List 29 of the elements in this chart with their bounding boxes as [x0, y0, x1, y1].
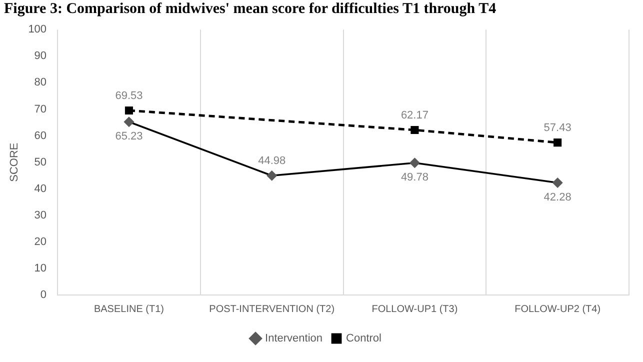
chart-title: Figure 3: Comparison of midwives' mean score for difficulties T1 through T4 [3, 0, 498, 19]
data-label: 49.78 [400, 171, 428, 184]
y-tick-label: 100 [28, 24, 47, 36]
y-tick-label: 30 [34, 209, 47, 222]
y-tick-label: 80 [34, 76, 47, 89]
data-label: 57.43 [544, 122, 572, 134]
y-tick-label: 40 [34, 182, 47, 195]
point [124, 106, 134, 114]
data-label: 44.98 [258, 155, 286, 168]
data-label: 42.28 [544, 191, 572, 204]
y-tick-label: 90 [34, 50, 47, 62]
data-label: 69.53 [115, 90, 143, 102]
y-tick-label: 10 [34, 262, 47, 274]
y-tick-label: 20 [34, 236, 47, 248]
point [410, 126, 419, 134]
legend-label: Control [346, 332, 382, 345]
legend-label: Intervention [265, 332, 323, 345]
x-tick-label: BASELINE (T1) [94, 304, 164, 315]
data-label: 62.17 [400, 110, 428, 122]
x-tick-label: FOLLOW-UP1 (T3) [372, 304, 458, 315]
y-tick-label: 50 [34, 156, 47, 168]
y-tick-label: 60 [34, 130, 47, 142]
y-tick-label: 70 [34, 103, 47, 116]
y-tick-label: 0 [40, 289, 47, 302]
data-label: 65.23 [115, 130, 143, 142]
x-tick-label: POST-INTERVENTION (T2) [209, 304, 335, 315]
y-axis-title: SCORE [8, 142, 21, 182]
point [554, 138, 562, 147]
x-tick-label: FOLLOW-UP2 (T4) [514, 304, 601, 315]
